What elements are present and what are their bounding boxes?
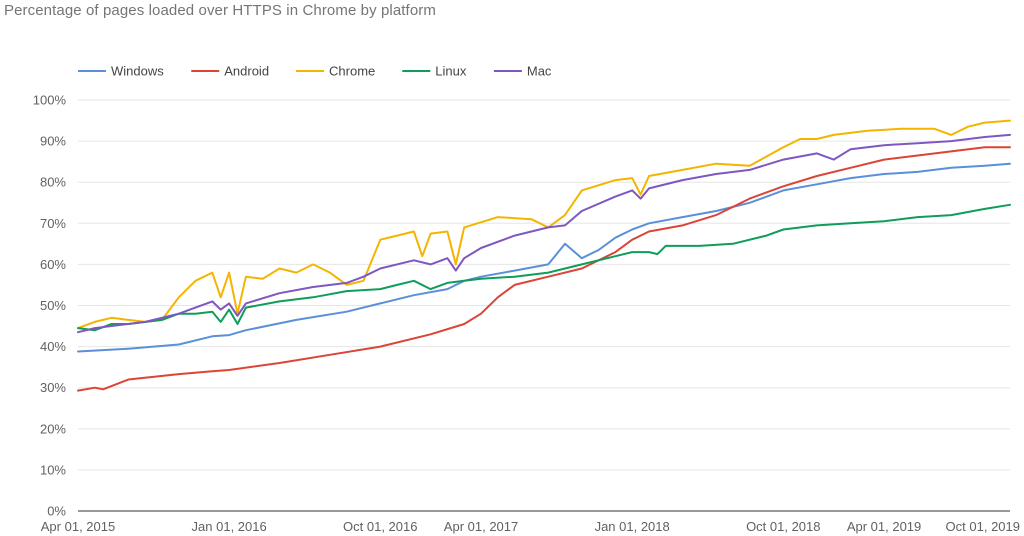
y-tick-label: 50% bbox=[40, 298, 66, 313]
series-line-linux bbox=[77, 203, 1011, 332]
gridlines bbox=[78, 99, 1010, 471]
x-tick-label: Jan 01, 2016 bbox=[192, 519, 267, 534]
x-tick-label: Jan 01, 2018 bbox=[595, 519, 670, 534]
x-tick-label: Oct 01, 2018 bbox=[746, 519, 820, 534]
x-tick-label: Oct 01, 2019 bbox=[946, 519, 1020, 534]
y-tick-label: 10% bbox=[40, 462, 66, 477]
x-tick-label: Apr 01, 2015 bbox=[41, 519, 115, 534]
y-tick-label: 100% bbox=[33, 93, 67, 108]
legend-label: Mac bbox=[527, 64, 552, 79]
y-tick-label: 0% bbox=[47, 504, 66, 519]
legend-item-windows[interactable]: Windows bbox=[78, 64, 164, 79]
x-tick-label: Apr 01, 2019 bbox=[847, 519, 921, 534]
y-tick-label: 30% bbox=[40, 380, 66, 395]
x-axis-tick-labels: Apr 01, 2015 Jan 01, 2016 Oct 01, 2016 Apr … bbox=[41, 519, 1020, 534]
y-axis-tick-labels: 0% 10% 20% 30% 40% 50% 60% 70% 80% 90% 100% bbox=[33, 93, 67, 519]
x-tick-label: Apr 01, 2017 bbox=[444, 519, 518, 534]
legend-label: Chrome bbox=[329, 64, 375, 79]
legend: Windows Android Chrome Linux Mac bbox=[78, 64, 552, 79]
legend-item-chrome[interactable]: Chrome bbox=[296, 64, 375, 79]
series-line-windows bbox=[77, 162, 1011, 353]
x-tick-label: Oct 01, 2016 bbox=[343, 519, 417, 534]
y-tick-label: 90% bbox=[40, 134, 66, 149]
legend-item-android[interactable]: Android bbox=[191, 64, 269, 79]
y-tick-label: 40% bbox=[40, 339, 66, 354]
y-tick-label: 70% bbox=[40, 216, 66, 231]
series-line-chrome bbox=[77, 119, 1011, 330]
y-tick-label: 20% bbox=[40, 421, 66, 436]
series-line-mac bbox=[77, 133, 1011, 334]
legend-label: Windows bbox=[111, 64, 164, 79]
legend-label: Linux bbox=[435, 64, 467, 79]
legend-item-linux[interactable]: Linux bbox=[402, 64, 467, 79]
series-line-android bbox=[77, 146, 1011, 392]
legend-item-mac[interactable]: Mac bbox=[493, 64, 552, 79]
legend-label: Android bbox=[224, 64, 269, 79]
y-tick-label: 80% bbox=[40, 175, 66, 190]
series-lines bbox=[77, 119, 1011, 392]
y-tick-label: 60% bbox=[40, 257, 66, 272]
chart-title: Percentage of pages loaded over HTTPS in… bbox=[4, 2, 436, 19]
